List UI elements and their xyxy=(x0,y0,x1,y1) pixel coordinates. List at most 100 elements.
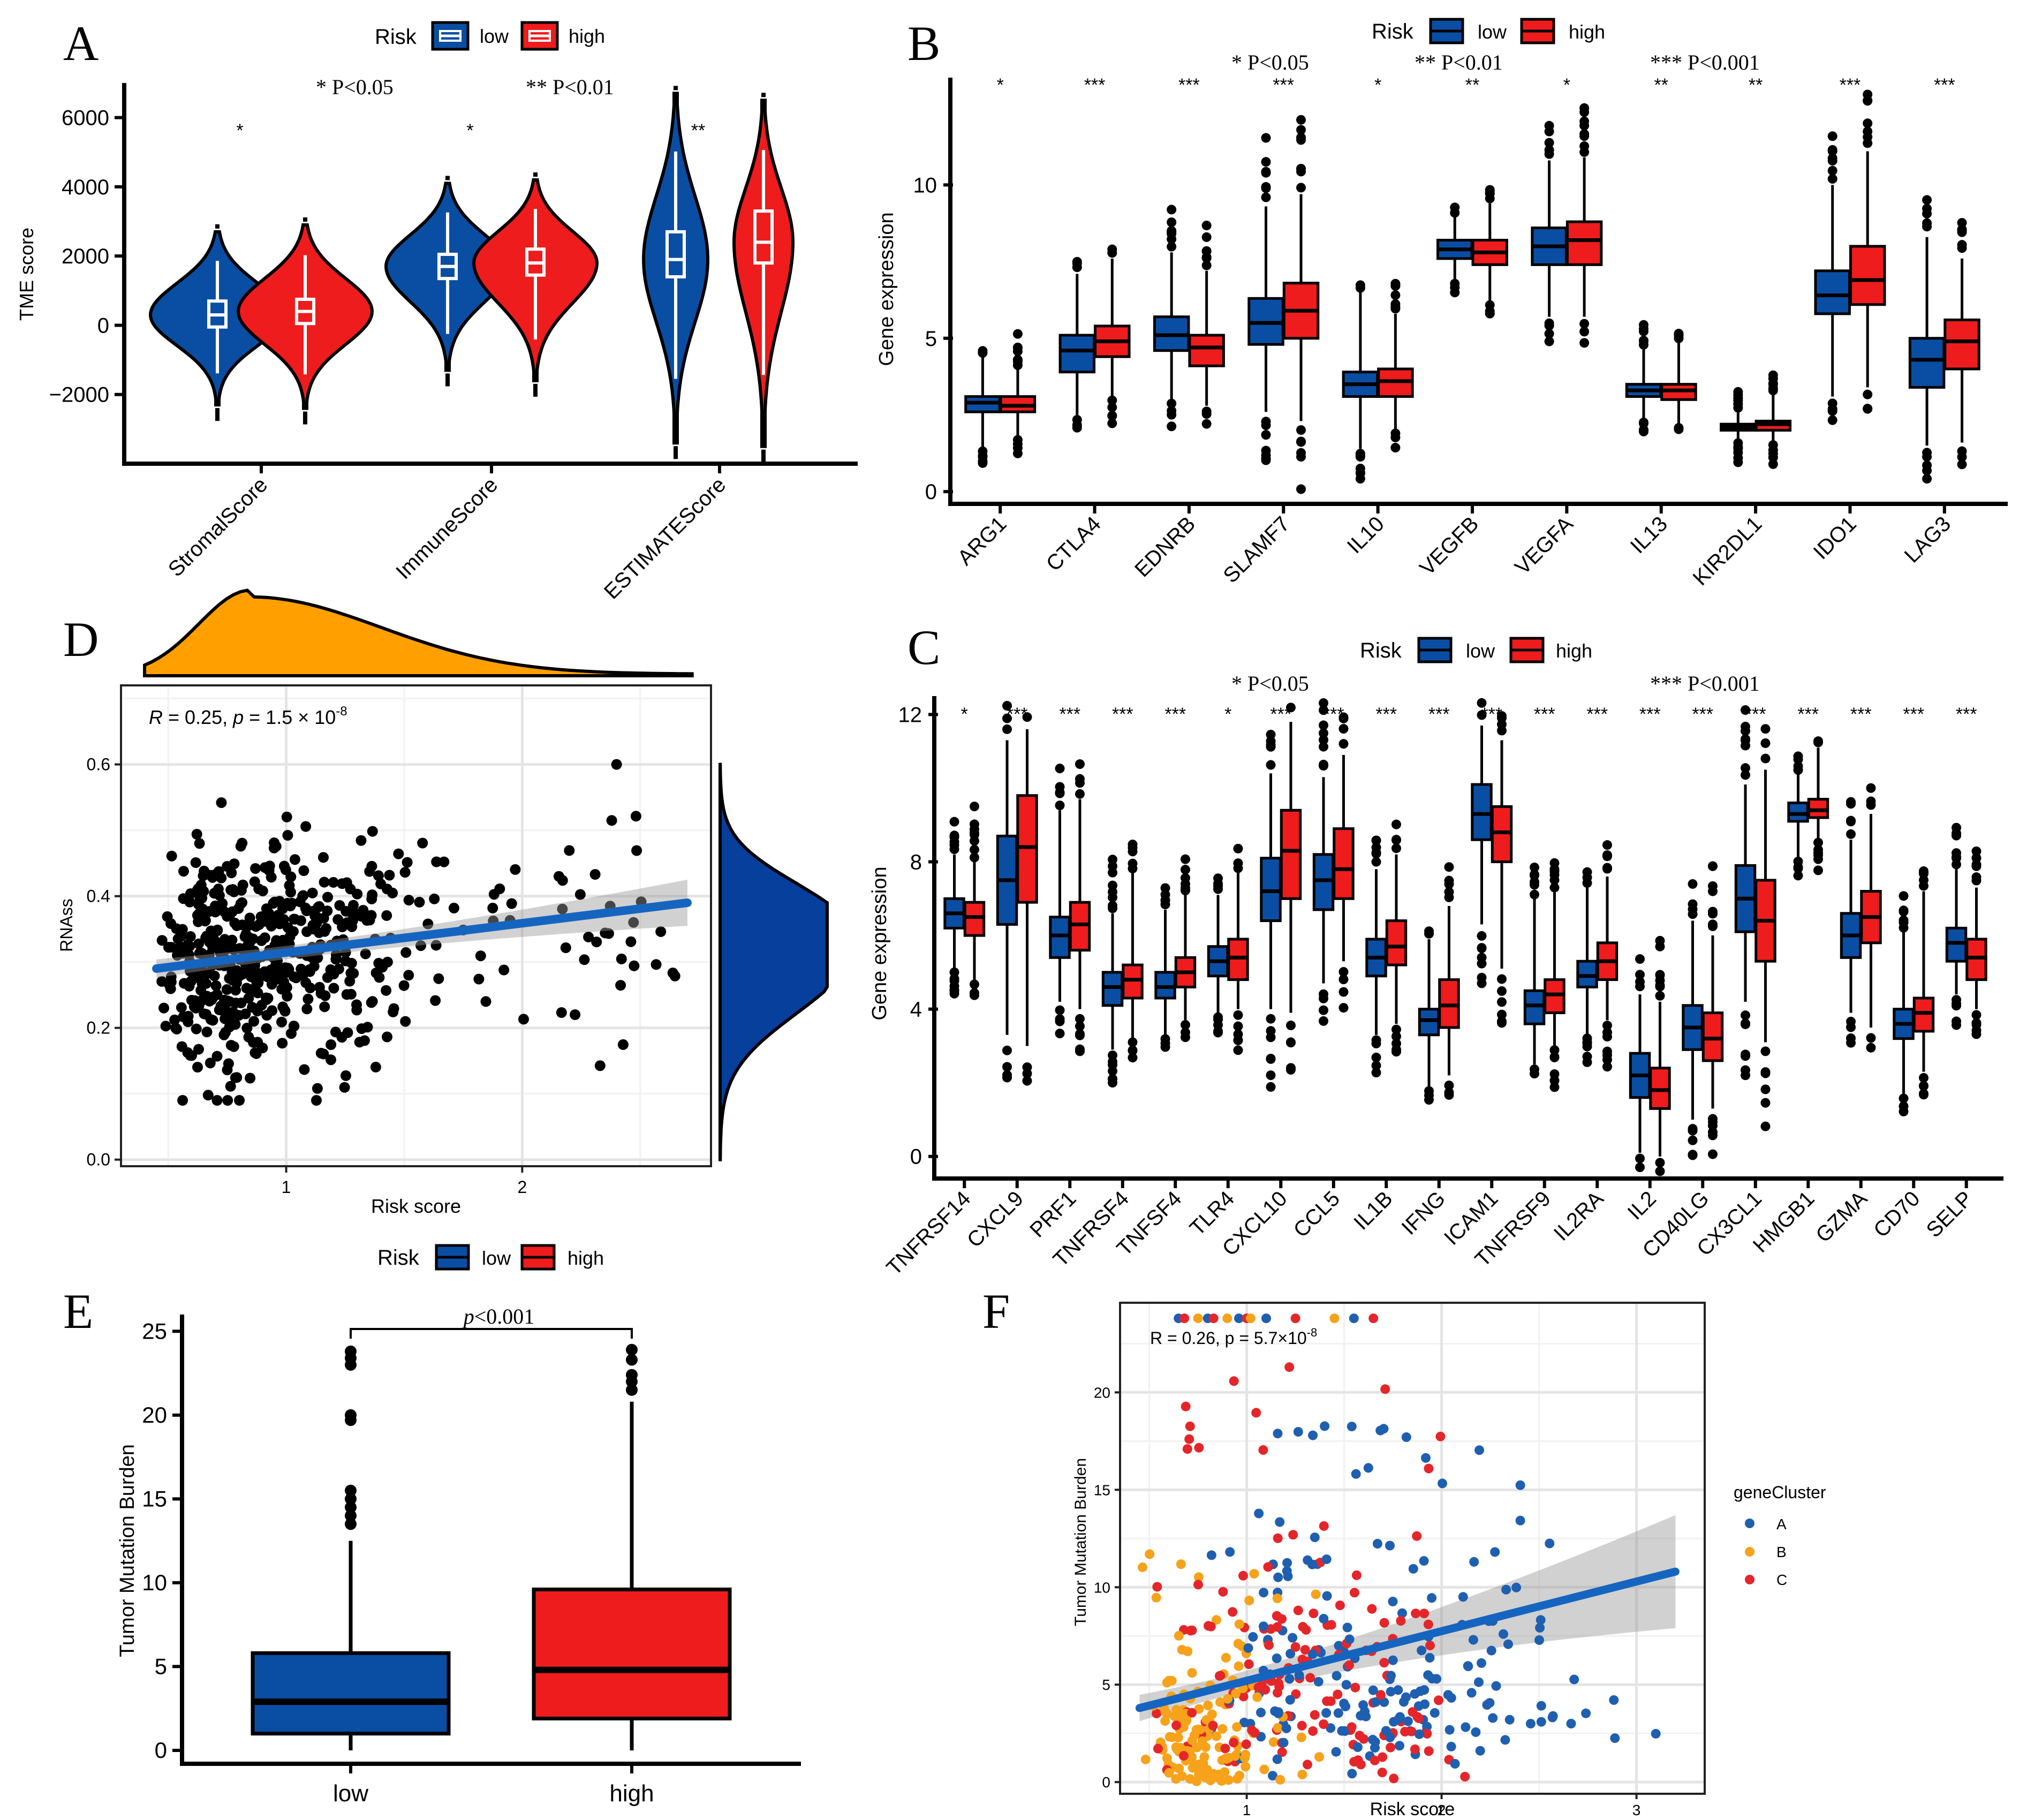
y-tick-label: 12 xyxy=(898,703,922,727)
outlier-point xyxy=(1233,1010,1243,1020)
significance-label: *** xyxy=(1850,704,1872,724)
outlier-point xyxy=(1846,799,1856,809)
scatter-point xyxy=(176,1002,187,1013)
scatter-point-cluster-b xyxy=(1194,1704,1204,1714)
scatter-point xyxy=(326,1039,337,1050)
box-high xyxy=(532,1587,732,1720)
scatter-point-cluster-b xyxy=(1221,1653,1231,1663)
scatter-point xyxy=(247,984,258,995)
outlier-point xyxy=(1012,354,1023,365)
scatter-point-cluster-a xyxy=(1363,1463,1373,1473)
outlier-point xyxy=(1108,1074,1118,1084)
scatter-point-cluster-c xyxy=(1303,1759,1312,1770)
scatter-point-cluster-a xyxy=(1525,1719,1536,1729)
scatter-point-cluster-c xyxy=(1380,1384,1390,1394)
scatter-point xyxy=(579,954,590,965)
outlier-point xyxy=(1012,343,1023,353)
significance-label: * xyxy=(961,704,968,724)
outlier-point xyxy=(1971,853,1982,863)
scatter-point xyxy=(655,926,667,937)
scatter-point xyxy=(228,1041,239,1052)
scatter-point-cluster-a xyxy=(1394,1714,1404,1724)
scatter-point-cluster-a xyxy=(1234,1313,1244,1324)
scatter-point-cluster-a xyxy=(1256,1708,1266,1718)
scatter-point xyxy=(356,835,367,846)
scatter-point xyxy=(251,966,262,978)
scatter-point xyxy=(399,867,411,878)
outlier-point xyxy=(345,1345,357,1357)
outlier-point xyxy=(978,346,988,356)
scatter-point-cluster-a xyxy=(1569,1674,1579,1685)
scatter-point xyxy=(289,913,300,925)
panel-b-annotation-p01: ** P<0.01 xyxy=(1415,50,1503,74)
scatter-point-cluster-a xyxy=(1410,1689,1420,1699)
scatter-point-cluster-c xyxy=(1229,1738,1239,1748)
outlier-point xyxy=(1952,828,1962,839)
scatter-point xyxy=(510,864,521,875)
outlier-point xyxy=(1296,115,1306,125)
scatter-point xyxy=(205,1058,216,1069)
outlier-point xyxy=(1957,452,1967,462)
scatter-point xyxy=(223,1058,234,1069)
scatter-point xyxy=(360,948,371,960)
scatter-point xyxy=(346,957,357,969)
scatter-point xyxy=(166,850,177,862)
scatter-point xyxy=(315,1047,327,1059)
significance-label: *** xyxy=(1112,704,1133,724)
scatter-point-cluster-b xyxy=(1273,1723,1283,1733)
scatter-point-cluster-b xyxy=(1217,1724,1228,1734)
outlier-point xyxy=(1549,1075,1560,1085)
scatter-point xyxy=(301,926,313,937)
outlier-point xyxy=(1922,218,1932,228)
scatter-point-cluster-b xyxy=(1169,1711,1179,1721)
scatter-point xyxy=(311,1095,322,1106)
panel-d-y-density xyxy=(719,762,829,1161)
outlier-point xyxy=(1266,739,1276,750)
outlier-point xyxy=(1496,1009,1507,1019)
panel-f-legend-dot-c xyxy=(1745,1575,1754,1584)
scatter-point xyxy=(230,998,241,1009)
scatter-point-cluster-a xyxy=(1294,1670,1304,1680)
scatter-point xyxy=(475,950,486,962)
scatter-point-cluster-c xyxy=(1277,1747,1287,1757)
x-density-curve xyxy=(143,588,694,677)
scatter-point-cluster-c xyxy=(1297,1720,1307,1731)
outlier-point xyxy=(1167,398,1177,409)
outlier-point xyxy=(1813,837,1823,848)
outlier-point xyxy=(1201,246,1212,256)
scatter-point-cluster-a xyxy=(1351,1469,1361,1479)
outlier-point xyxy=(1602,1062,1612,1072)
panel-b-annotation-p05: * P<0.05 xyxy=(1231,50,1309,74)
outlier-point xyxy=(1108,861,1118,871)
outlier-point xyxy=(1549,1082,1560,1092)
outlier-point xyxy=(1707,861,1718,871)
scatter-point xyxy=(373,870,384,881)
scatter-point-cluster-b xyxy=(1311,1589,1321,1599)
outlier-point xyxy=(1296,125,1306,135)
outlier-point xyxy=(1261,420,1271,431)
scatter-point-cluster-a xyxy=(1310,1532,1320,1543)
outlier-point xyxy=(1760,1084,1771,1094)
scatter-point-cluster-b xyxy=(1199,1752,1209,1762)
panel-f-legend-title: geneCluster xyxy=(1734,1483,1826,1502)
outlier-point xyxy=(1530,889,1540,900)
outlier-point xyxy=(1285,1021,1296,1031)
outlier-point xyxy=(1827,165,1837,176)
panel-e-pvalue-p: p xyxy=(462,1304,474,1328)
scatter-point-cluster-a xyxy=(1515,1480,1525,1490)
scatter-point-cluster-b xyxy=(1245,1313,1256,1324)
scatter-point-cluster-c xyxy=(1293,1605,1303,1615)
scatter-point-cluster-b xyxy=(1177,1645,1187,1655)
outlier-point xyxy=(1688,899,1698,909)
scatter-point-cluster-a xyxy=(1347,1422,1357,1432)
significance-label: *** xyxy=(1840,75,1861,95)
panel-d-ylabel: RNAss xyxy=(57,898,76,952)
scatter-point-cluster-a xyxy=(1504,1715,1515,1725)
outlier-point xyxy=(1813,865,1823,875)
scatter-point-cluster-a xyxy=(1288,1633,1298,1643)
scatter-point-cluster-b xyxy=(1164,1768,1174,1778)
outlier-point xyxy=(1549,1052,1560,1062)
scatter-point xyxy=(237,837,248,849)
significance-label: *** xyxy=(1586,704,1608,724)
scatter-point-cluster-a xyxy=(1408,1564,1418,1574)
